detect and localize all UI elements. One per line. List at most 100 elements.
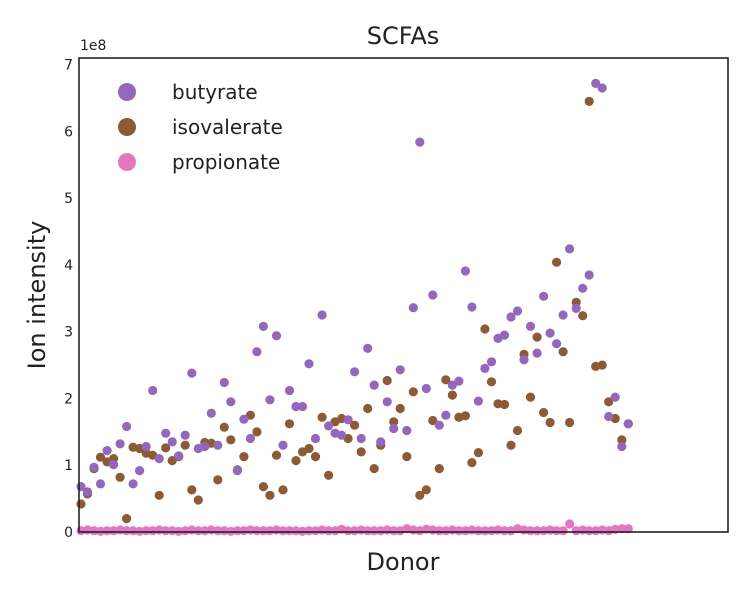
isovalerate-point [324,470,334,480]
isovalerate-point [291,456,301,466]
isovalerate-legend-label: isovalerate [172,115,283,139]
isovalerate-point [219,422,229,432]
butyrate-point [506,312,516,322]
butyrate-point [428,290,438,300]
butyrate-point [623,419,633,429]
isovalerate-point [258,482,268,492]
butyrate-point [591,78,601,88]
isovalerate-point [76,499,86,509]
butyrate-point [219,377,229,388]
butyrate-point [434,420,444,430]
propionate-point [278,526,288,536]
data-points [76,78,633,536]
propionate-point [369,526,379,536]
butyrate-point [539,291,549,301]
butyrate-point [271,331,282,341]
isovalerate-point [486,377,497,387]
y-offset-label: 1e8 [80,38,106,54]
butyrate-point [597,83,607,93]
propionate-point [363,526,373,536]
butyrate-point [604,411,614,422]
butyrate-point [154,454,164,464]
isovalerate-point [552,257,562,267]
butyrate-point [480,363,490,373]
butyrate-legend-marker [118,83,136,101]
butyrate-point [310,433,321,444]
butyrate-point [167,437,177,447]
isovalerate-point [271,450,282,460]
butyrate-point [206,408,216,418]
isovalerate-point [532,332,542,342]
butyrate-point [578,283,588,293]
isovalerate-point [389,417,399,427]
propionate-point [258,526,268,536]
butyrate-point [258,321,268,331]
isovalerate-point [447,390,457,400]
butyrate-point [441,410,451,420]
isovalerate-point [578,311,588,321]
butyrate-point [565,244,575,254]
plot-frame [78,57,729,533]
isovalerate-point [480,324,490,334]
butyrate-point [473,396,483,406]
y-axis: 0 1 2 3 4 5 6 7 [64,58,73,541]
butyrate-point [402,425,412,436]
isovalerate-point [161,443,171,453]
butyrate-point [200,441,210,452]
butyrate-point [297,401,308,412]
isovalerate-point [154,490,164,500]
butyrate-point [291,401,301,412]
butyrate-point [128,479,138,489]
propionate-point [473,526,483,536]
propionate-point [284,526,295,536]
butyrate-point [265,395,275,405]
isovalerate-point [278,485,288,495]
butyrate-point [552,339,562,349]
butyrate-point [389,423,399,434]
isovalerate-point [187,485,197,495]
isovalerate-point [539,407,549,418]
isovalerate-point [545,417,555,428]
propionate-point [343,526,353,536]
isovalerate-point [284,419,295,429]
butyrate-point [180,430,190,440]
butyrate-point [408,303,418,313]
isovalerate-point [356,447,366,457]
isovalerate-point [415,490,425,500]
isovalerate-point [525,392,536,402]
isovalerate-point [597,360,607,370]
butyrate-point [571,303,581,313]
isovalerate-point [239,452,249,462]
isovalerate-point [122,514,132,524]
butyrate-point [89,462,99,472]
isovalerate-point [604,397,614,407]
propionate-point [525,526,536,536]
butyrate-point [363,343,373,353]
butyrate-point [337,430,347,440]
isovalerate-point [180,440,190,450]
butyrate-point [278,440,288,450]
propionate-point [565,519,575,529]
propionate-point [623,524,633,534]
propionate-point [193,526,203,536]
isovalerate-point [565,417,575,428]
butyrate-point [245,433,255,444]
butyrate-point [232,466,242,476]
isovalerate-point [382,375,392,386]
butyrate-point [558,310,568,320]
butyrate-point [239,414,249,424]
butyrate-point [148,385,158,396]
propionate-point [434,526,444,536]
butyrate-point [161,428,171,438]
isovalerate-point [434,464,444,474]
butyrate-point [376,437,386,447]
butyrate-point [324,421,334,431]
butyrate-point [284,385,295,396]
propionate-point [499,526,510,536]
butyrate-point [109,460,119,470]
butyrate-point [102,446,112,456]
isovalerate-point [428,415,438,426]
propionate-point [304,526,314,536]
isovalerate-point [499,399,510,410]
